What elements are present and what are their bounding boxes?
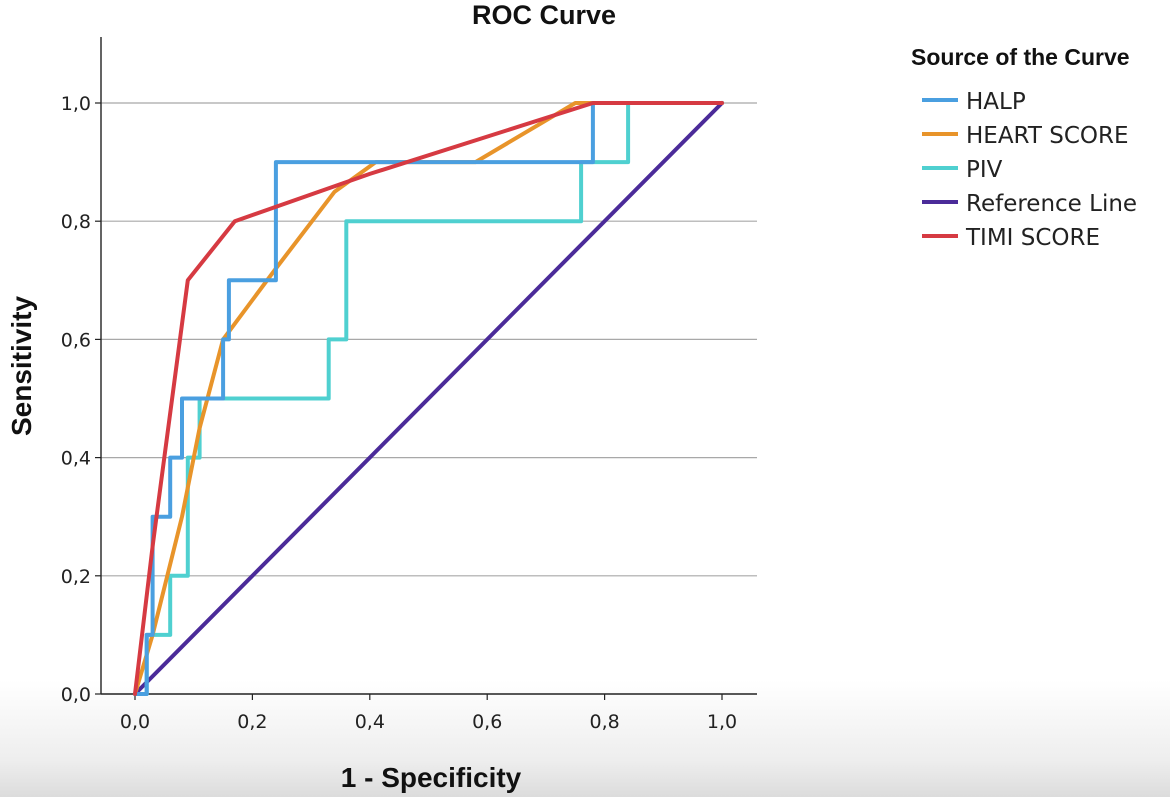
x-tick-label: 1,0 (707, 711, 737, 733)
y-tick-label: 0,0 (61, 684, 91, 706)
legend: Source of the Curve HALP HEART SCORE PIV Re… (911, 44, 1137, 251)
legend-label-piv: PIV (966, 157, 1003, 183)
x-tick-label: 0,4 (355, 711, 385, 733)
legend-label-halp: HALP (966, 89, 1026, 115)
x-tick-label: 0,6 (472, 711, 502, 733)
series-line-reference-line (133, 101, 724, 696)
y-tick-label: 0,4 (61, 448, 91, 470)
series-line-halp (133, 101, 724, 696)
legend-label-heart-score: HEART SCORE (966, 123, 1129, 149)
chart-title: ROC Curve (472, 0, 616, 30)
axes (100, 37, 757, 695)
tick-labels: 0,0 0,2 0,4 0,6 0,8 1,0 0,0 0,2 0,4 0,6 0,8 1,0 (61, 93, 737, 733)
y-tick-label: 0,2 (61, 566, 91, 588)
x-axis-label: 1 - Specificity (341, 762, 522, 793)
y-tick-label: 1,0 (61, 93, 91, 115)
x-tick-label: 0,0 (120, 711, 150, 733)
x-tick-label: 0,8 (589, 711, 619, 733)
y-tick-label: 0,8 (61, 211, 91, 233)
y-tick-label: 0,6 (61, 329, 91, 351)
grid-lines (101, 102, 757, 577)
legend-label-timi-score: TIMI SCORE (965, 225, 1100, 251)
y-axis-label: Sensitivity (6, 296, 37, 436)
x-tick-label: 0,2 (237, 711, 267, 733)
legend-title: Source of the Curve (911, 44, 1130, 70)
series-line-timi-score (133, 101, 724, 696)
series-group (133, 101, 724, 696)
legend-label-reference-line: Reference Line (966, 191, 1137, 217)
